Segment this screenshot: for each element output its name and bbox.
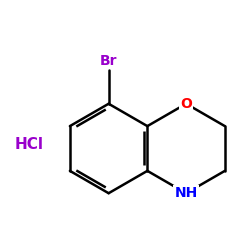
Text: HCl: HCl (15, 136, 44, 152)
Text: O: O (180, 97, 192, 111)
Text: NH: NH (174, 186, 198, 200)
Text: Br: Br (100, 54, 117, 68)
